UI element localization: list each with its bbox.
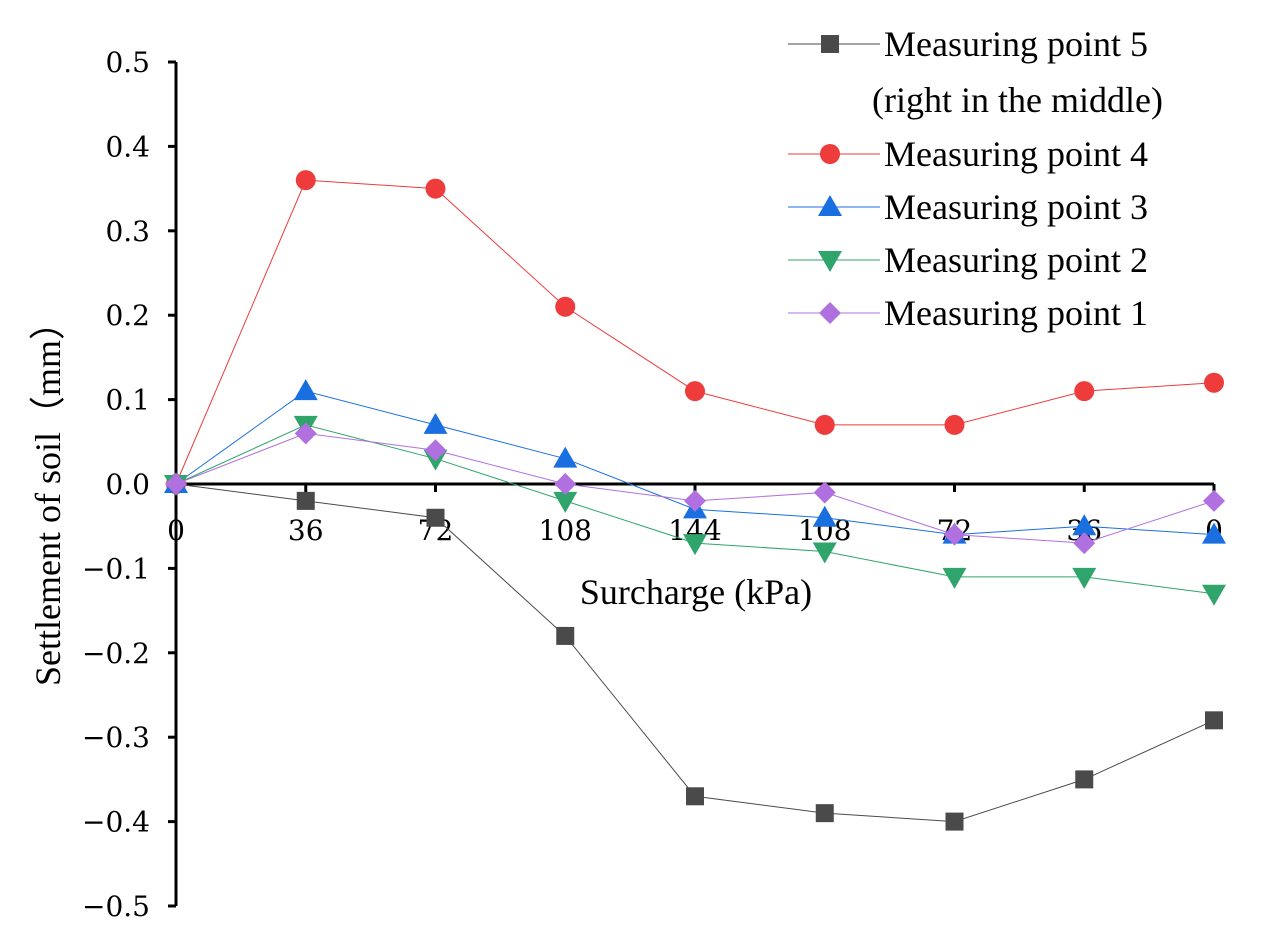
legend-marker	[819, 302, 841, 324]
y-tick-label: 0.4	[105, 130, 150, 163]
legend-item-1: Measuring point 5 (right in the middle)	[788, 24, 1163, 120]
data-point	[554, 473, 577, 495]
y-tick-label: −0.3	[82, 721, 150, 754]
data-point	[1074, 381, 1095, 402]
data-point	[294, 422, 317, 445]
y-tick-label: −0.1	[82, 552, 150, 585]
data-point	[685, 381, 705, 402]
y-axis-label: Settlement of soil（mm）	[28, 304, 68, 686]
data-point	[686, 787, 704, 806]
data-point	[815, 804, 834, 823]
legend-label: Measuring point 1	[884, 293, 1148, 333]
data-point	[296, 491, 315, 510]
legend-label: Measuring point 2	[884, 240, 1148, 280]
data-point	[424, 439, 447, 462]
y-tick-label: 0.1	[105, 384, 150, 417]
data-point	[423, 412, 448, 434]
data-point	[293, 379, 318, 401]
legend-label-line2: (right in the middle)	[872, 80, 1163, 120]
data-point	[425, 178, 446, 199]
legend-marker	[820, 144, 840, 164]
data-point	[1204, 372, 1224, 393]
axes: 0.5 0.4 0.3 0.2 0.1 0.0 −0.1 −0.2 −0.3 −0.4 −0.5 0 3…	[82, 46, 1223, 923]
legend-item-4: Measuring point 2	[788, 240, 1148, 280]
data-point	[1075, 770, 1094, 789]
y-tick-label: 0.5	[105, 46, 150, 79]
data-point	[1202, 522, 1226, 544]
y-tick-label: 0.2	[105, 299, 150, 332]
data-point	[1202, 584, 1226, 606]
data-point	[1072, 567, 1097, 589]
y-tick-label: −0.5	[82, 890, 150, 923]
legend: Measuring point 5(right in the middle)Me…	[788, 24, 1163, 333]
legend-marker	[818, 251, 842, 272]
legend-marker	[821, 35, 839, 53]
data-point	[684, 489, 706, 512]
data-point	[945, 812, 964, 831]
data-point	[944, 414, 965, 435]
data-point	[942, 567, 967, 589]
data-point	[683, 534, 707, 556]
y-tick-label: −0.2	[82, 637, 150, 670]
data-point	[1205, 711, 1223, 730]
legend-marker	[818, 195, 842, 216]
legend-item-5: Measuring point 1	[788, 293, 1148, 333]
data-point	[812, 505, 837, 527]
data-point	[943, 523, 966, 546]
series-5	[165, 422, 1225, 555]
data-point	[553, 446, 578, 468]
data-point	[813, 481, 836, 504]
x-tick-label: 36	[288, 514, 324, 547]
y-tick-label: −0.4	[82, 806, 150, 839]
data-point	[1203, 489, 1225, 512]
x-axis-label: Surcharge (kPa)	[580, 572, 812, 612]
data-point	[165, 473, 187, 495]
y-tick-label: 0.0	[105, 468, 150, 501]
data-point	[814, 414, 835, 435]
series-layer	[164, 170, 1226, 831]
x-tick-label: 0	[167, 514, 185, 547]
data-point	[553, 491, 578, 513]
data-point	[295, 170, 316, 191]
legend-label: Measuring point 4	[884, 134, 1148, 174]
data-point	[555, 296, 576, 317]
y-tick-label: 0.3	[105, 215, 150, 248]
data-point	[426, 508, 445, 527]
data-point	[1073, 532, 1096, 555]
data-point	[556, 626, 575, 645]
data-point	[812, 542, 837, 564]
legend-item-2: Measuring point 4	[788, 134, 1148, 174]
legend-item-3: Measuring point 3	[788, 187, 1148, 227]
x-tick-label: 108	[539, 514, 592, 547]
legend-label: Measuring point 3	[884, 187, 1148, 227]
data-point	[1072, 514, 1097, 536]
legend-label: Measuring point 5	[884, 24, 1148, 64]
